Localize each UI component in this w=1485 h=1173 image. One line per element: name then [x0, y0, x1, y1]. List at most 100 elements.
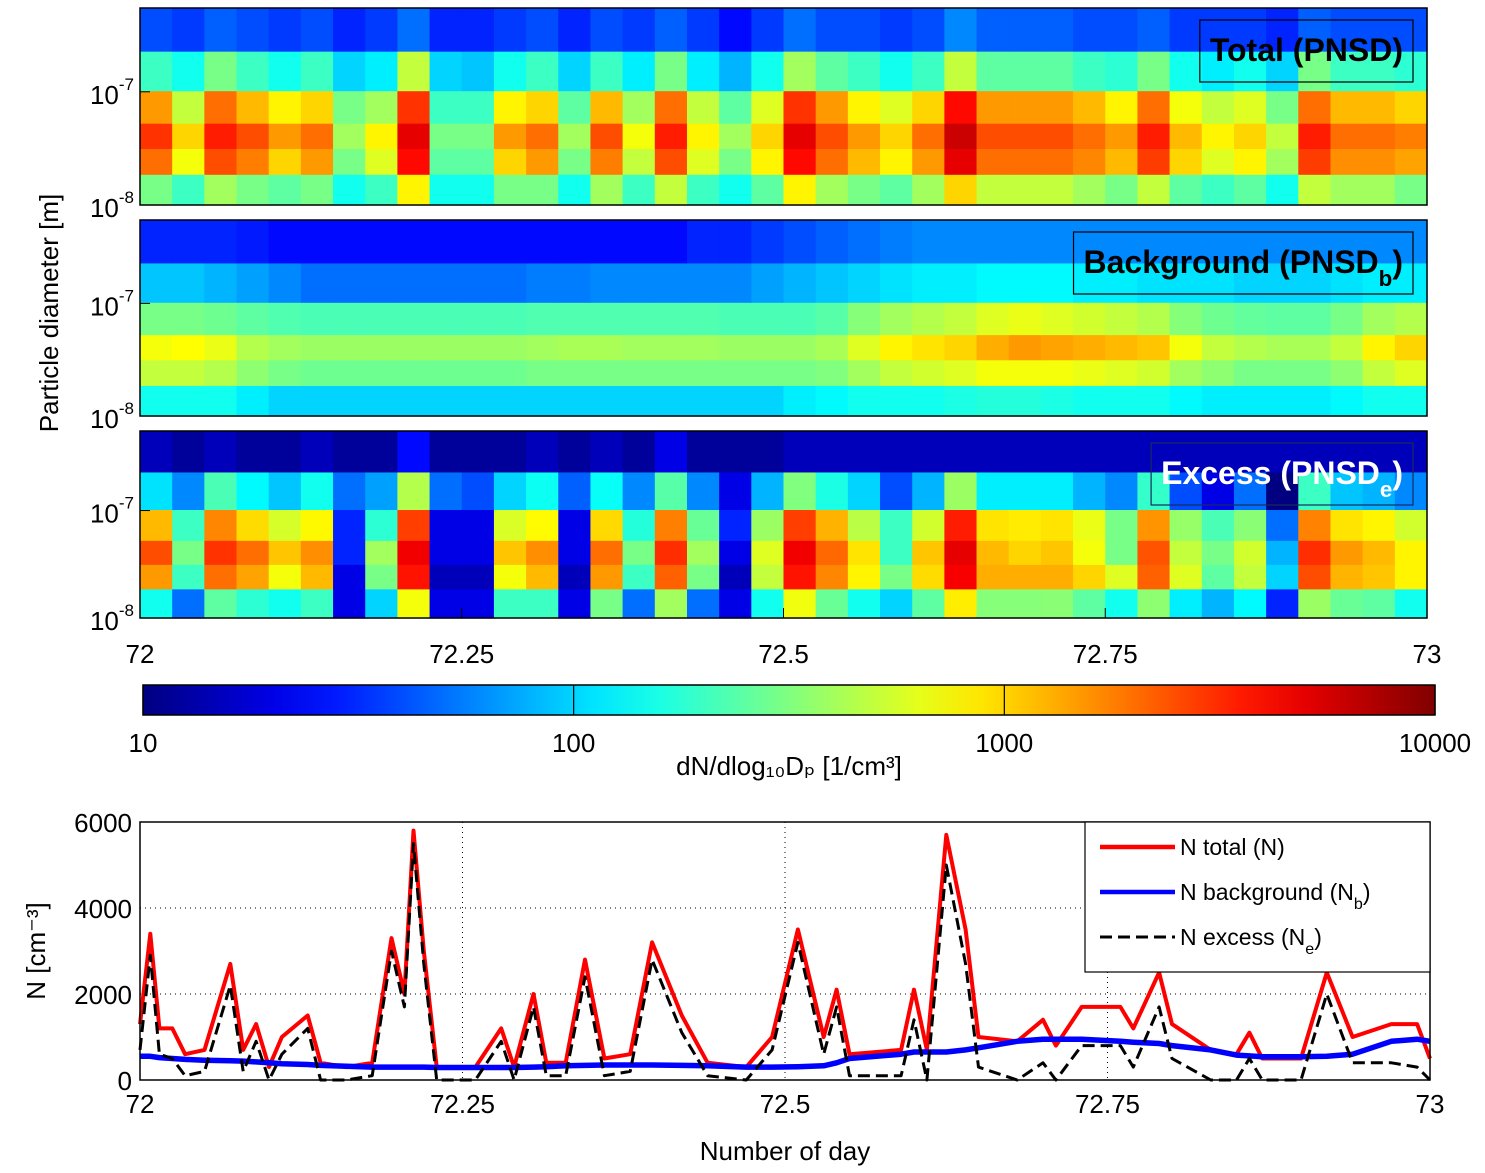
heatmap-cell [526, 148, 559, 175]
heatmap-cell [815, 359, 849, 386]
heatmap-cell [1233, 148, 1267, 175]
heatmap-cell [719, 123, 752, 150]
heatmap-cell [1330, 359, 1364, 386]
heatmap-cell [461, 509, 495, 541]
heatmap-cell [140, 8, 173, 52]
heatmap-cell [172, 302, 205, 336]
heatmap-cell [1008, 588, 1042, 619]
heatmap-cell [429, 123, 463, 150]
heatmap-cell [847, 431, 881, 473]
heatmap-cell [1105, 588, 1139, 619]
heatmap-cell [751, 385, 785, 417]
heatmap-cell [783, 564, 817, 590]
heatmap-cell [815, 90, 849, 124]
tick-base: 10 [90, 499, 119, 529]
heatmap-cell [172, 334, 205, 361]
heatmap-cell [1105, 302, 1139, 336]
heatmap-cell [815, 540, 849, 565]
heatmap-cell [944, 334, 978, 361]
heatmap-cell [1330, 174, 1364, 206]
heatmap-cell [300, 334, 334, 361]
x-tick-label: 73 [1413, 639, 1442, 669]
heatmap-cell [1137, 359, 1171, 386]
heatmap-cell [1008, 8, 1042, 52]
title-box [1199, 19, 1414, 83]
heatmap-cell [590, 123, 624, 150]
heatmap-cell [944, 148, 978, 175]
heatmap-cell [1040, 51, 1074, 92]
heatmap-cell [1298, 509, 1332, 541]
panel-frame [139, 7, 1428, 206]
heatmap-cells [140, 8, 1428, 206]
heatmap-cell [558, 540, 592, 565]
heatmap-cell [622, 123, 656, 150]
heatmap-cell [880, 8, 913, 52]
heatmap-cell [686, 51, 720, 92]
text-part: ) [1392, 244, 1403, 280]
heatmap-cell [429, 471, 463, 511]
heatmap-cell [365, 385, 398, 417]
y-tick-label: 10-7 [90, 494, 134, 529]
heatmap-cell [1040, 334, 1074, 361]
heatmap-cell [1330, 564, 1364, 590]
legend-label: N background (Nb) [1180, 879, 1370, 913]
heatmap-cell [204, 174, 238, 206]
heatmap-cell [236, 90, 270, 124]
heatmap-cell [1233, 431, 1267, 473]
title-box [1150, 442, 1414, 506]
heatmap-cell [333, 431, 366, 473]
heatmap-cell [300, 588, 334, 619]
heatmap-cell [1073, 220, 1106, 264]
heatmap-cell [140, 148, 173, 175]
heatmap-cell [461, 8, 495, 52]
heatmap-cell [268, 123, 302, 150]
heatmap-cell [815, 262, 849, 303]
heatmap-cell [1330, 220, 1364, 264]
heatmap-cell [236, 8, 270, 52]
heatmap-cell [1330, 90, 1364, 124]
heatmap-cell [751, 588, 785, 619]
heatmap-cell [300, 123, 334, 150]
heatmap-cell [976, 174, 1010, 206]
heatmap-cell [815, 220, 849, 264]
heatmap-cell [558, 302, 592, 336]
heatmap-cell [1266, 302, 1299, 336]
heatmap-cell [365, 51, 398, 92]
heatmap-cell [880, 385, 913, 417]
heatmap-cell [976, 90, 1010, 124]
heatmap-cell [622, 359, 656, 386]
text-part: Total (PNSD) [1210, 32, 1403, 68]
heatmap-cell [1201, 564, 1235, 590]
heatmap-cell [172, 262, 205, 303]
heatmap-cell [751, 540, 785, 565]
heatmap-cell [1330, 431, 1364, 473]
heatmap-cell [300, 540, 334, 565]
heatmap-cell [751, 509, 785, 541]
heatmap-cell [1201, 334, 1235, 361]
x-tick-label: 72.75 [1073, 639, 1138, 669]
heatmap-cell [1362, 431, 1396, 473]
heatmap-cell [172, 471, 205, 511]
text-part: Background (PNSD [1084, 244, 1379, 280]
heatmap-cell [429, 8, 463, 52]
heatmap-cell [1233, 123, 1267, 150]
heatmap-cell [590, 334, 624, 361]
heatmap-cell [172, 385, 205, 417]
heatmap-cell [622, 540, 656, 565]
heatmap-cell [719, 8, 752, 52]
heatmap-cell [1105, 509, 1139, 541]
panel-frame [139, 219, 1428, 417]
heatmap-cell [236, 359, 270, 386]
heatmap-cell [300, 302, 334, 336]
heatmap-cell [976, 509, 1010, 541]
heatmap-cell [140, 385, 173, 417]
heatmap-cell [1201, 220, 1235, 264]
heatmap-cell [333, 334, 366, 361]
heatmap-cell [1362, 564, 1396, 590]
heatmap-cell [268, 8, 302, 52]
heatmap-cell [1008, 90, 1042, 124]
heatmap-cell [236, 220, 270, 264]
heatmap-cell [944, 51, 978, 92]
heatmap-cell [1169, 174, 1203, 206]
